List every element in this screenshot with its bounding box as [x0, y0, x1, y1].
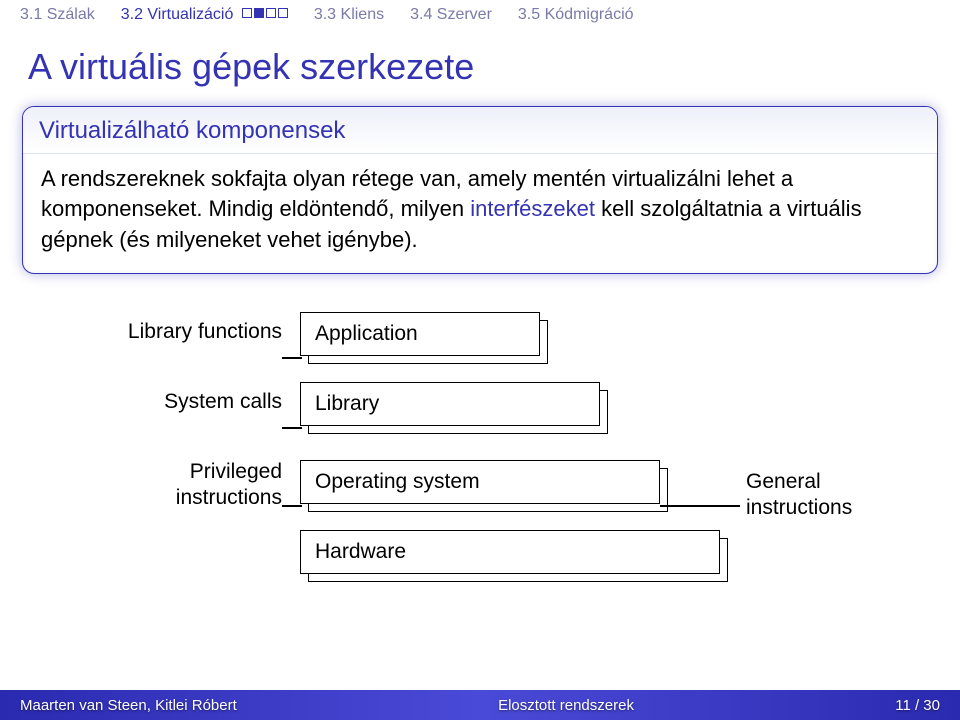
box-operating-system: Operating system — [300, 460, 660, 504]
connector-line — [282, 357, 302, 359]
label-library-functions: Library functions — [128, 320, 282, 344]
box-label: Hardware — [315, 540, 406, 564]
box-label: Application — [315, 322, 418, 346]
connector-line — [660, 505, 740, 507]
nav-item-szalak[interactable]: 3.1 Szálak — [20, 6, 95, 24]
architecture-diagram: Library functions System calls Privilege… — [24, 312, 936, 602]
label-system-calls: System calls — [164, 390, 282, 414]
connector-line — [282, 427, 302, 429]
label-privileged-1: Privileged — [190, 460, 282, 484]
box-library: Library — [300, 382, 600, 426]
box-label: Operating system — [315, 470, 480, 494]
box-label: Library — [315, 392, 379, 416]
footer-page: 11 / 30 — [895, 697, 960, 714]
progress-box — [278, 8, 288, 18]
progress-indicator — [242, 8, 288, 18]
section-nav: 3.1 Szálak 3.2 Virtualizáció 3.3 Kliens … — [0, 0, 960, 28]
nav-item-label: 3.2 Virtualizáció — [121, 6, 234, 23]
block-body: A rendszereknek sokfajta olyan rétege va… — [23, 154, 937, 273]
label-general-2: instructions — [746, 496, 852, 520]
box-hardware: Hardware — [300, 530, 720, 574]
slide-footer: Maarten van Steen, Kitlei Róbert Eloszto… — [0, 690, 960, 720]
nav-item-virtualizacio[interactable]: 3.2 Virtualizáció — [121, 6, 288, 24]
footer-authors: Maarten van Steen, Kitlei Róbert — [0, 697, 237, 714]
progress-box — [242, 8, 252, 18]
progress-box — [266, 8, 276, 18]
nav-item-kodmigracio[interactable]: 3.5 Kódmigráció — [518, 6, 634, 24]
block-heading: Virtualizálható komponensek — [23, 107, 937, 154]
footer-title: Elosztott rendszerek — [237, 697, 895, 714]
progress-box — [254, 8, 264, 18]
nav-item-szerver[interactable]: 3.4 Szerver — [410, 6, 492, 24]
box-application: Application — [300, 312, 540, 356]
page-title: A virtuális gépek szerkezete — [0, 28, 960, 102]
label-general-1: General — [746, 470, 821, 494]
connector-line — [282, 505, 302, 507]
label-privileged-2: instructions — [176, 486, 282, 510]
nav-item-kliens[interactable]: 3.3 Kliens — [314, 6, 384, 24]
body-text-highlight: interfészeket — [470, 196, 595, 221]
content-block: Virtualizálható komponensek A rendszerek… — [22, 106, 938, 274]
